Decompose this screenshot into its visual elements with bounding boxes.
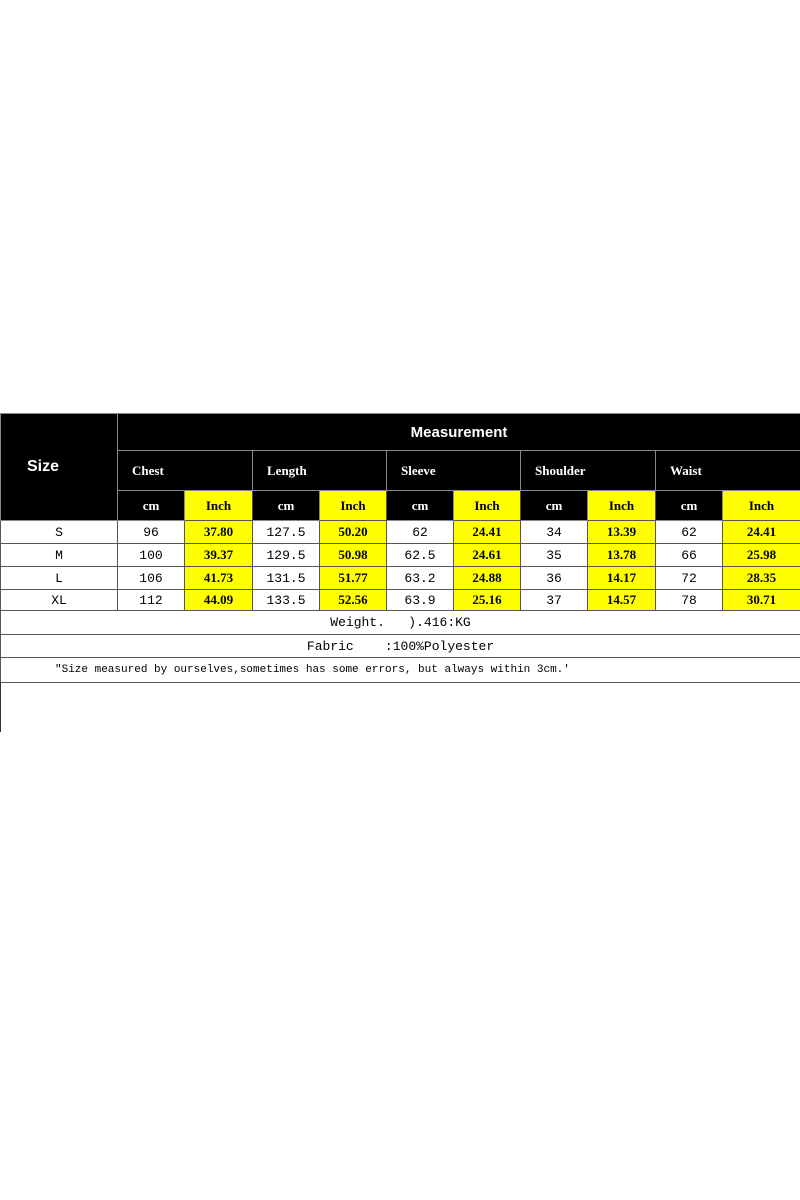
unit-cm: cm [386,490,454,521]
note-cell: "Size measured by ourselves,sometimes ha… [0,657,800,683]
group-header-shoulder: Shoulder [520,450,656,491]
unit-inch: Inch [721,490,800,521]
group-header-length: Length [252,450,387,491]
unit-cm: cm [520,490,588,521]
size-chart-table: Size Measurement Chest Length Sleeve Shoulder… [0,413,800,683]
unit-inch: Inch [319,490,387,521]
fabric-row: Fabric :100%Polyester [0,634,800,658]
unit-inch: Inch [184,490,253,521]
weight-cell: Weight. ).416:KG [0,610,800,635]
inch-value: 13.39 [587,520,656,544]
cm-value: 131.5 [252,566,320,590]
cm-value: 62 [655,520,723,544]
cm-value: 127.5 [252,520,320,544]
size-cell: M [0,543,118,567]
inch-value: 13.78 [587,543,656,567]
cm-value: 106 [117,566,185,590]
unit-cm: cm [655,490,723,521]
inch-value: 30.71 [721,589,800,611]
cm-value: 66 [655,543,723,567]
fabric-cell: Fabric :100%Polyester [0,634,800,658]
cm-value: 36 [520,566,588,590]
inch-value: 24.41 [453,520,521,544]
cm-value: 72 [655,566,723,590]
cm-value: 129.5 [252,543,320,567]
size-cell: XL [0,589,118,611]
inch-value: 44.09 [184,589,253,611]
group-header-row: Chest Length Sleeve Shoulder Waist [1,450,800,491]
inch-value: 25.16 [453,589,521,611]
inch-value: 14.57 [587,589,656,611]
inch-value: 39.37 [184,543,253,567]
cm-value: 112 [117,589,185,611]
inch-value: 14.17 [587,566,656,590]
unit-inch: Inch [587,490,656,521]
border-line [0,682,1,732]
inch-value: 52.56 [319,589,387,611]
cm-value: 37 [520,589,588,611]
table-row: XL 112 44.09 133.5 52.56 63.9 25.16 37 14.57 78 30… [0,589,800,611]
table-row: S 96 37.80 127.5 50.20 62 24.41 34 13.39 62 24.41 [0,520,800,544]
cm-value: 133.5 [252,589,320,611]
unit-header-row: cm Inch cm Inch cm Inch cm Inch cm Inch [1,490,800,521]
unit-cm: cm [252,490,320,521]
size-cell: L [0,566,118,590]
inch-value: 25.98 [721,543,800,567]
size-header: Size [0,413,118,521]
note-row: "Size measured by ourselves,sometimes ha… [0,657,800,683]
cm-value: 62 [386,520,454,544]
cm-value: 78 [655,589,723,611]
measurement-title: Measurement [116,413,800,451]
inch-value: 51.77 [319,566,387,590]
cm-value: 96 [117,520,185,544]
cm-value: 34 [520,520,588,544]
header-row: Size Measurement [0,413,800,521]
group-header-chest: Chest [117,450,253,491]
cm-value: 63.9 [386,589,454,611]
inch-value: 41.73 [184,566,253,590]
inch-value: 24.88 [453,566,521,590]
inch-value: 24.41 [721,520,800,544]
table-row: L 106 41.73 131.5 51.77 63.2 24.88 36 14.17 72 28.… [0,566,800,590]
inch-value: 50.20 [319,520,387,544]
size-cell: S [0,520,118,544]
inch-value: 50.98 [319,543,387,567]
cm-value: 62.5 [386,543,454,567]
inch-value: 37.80 [184,520,253,544]
group-header-waist: Waist [654,450,800,491]
unit-cm: cm [117,490,185,521]
unit-inch: Inch [453,490,521,521]
weight-row: Weight. ).416:KG [0,610,800,635]
cm-value: 63.2 [386,566,454,590]
inch-value: 28.35 [721,566,800,590]
inch-value: 24.61 [453,543,521,567]
cm-value: 100 [117,543,185,567]
cm-value: 35 [520,543,588,567]
group-header-sleeve: Sleeve [386,450,521,491]
table-row: M 100 39.37 129.5 50.98 62.5 24.61 35 13.78 66 25.… [0,543,800,567]
